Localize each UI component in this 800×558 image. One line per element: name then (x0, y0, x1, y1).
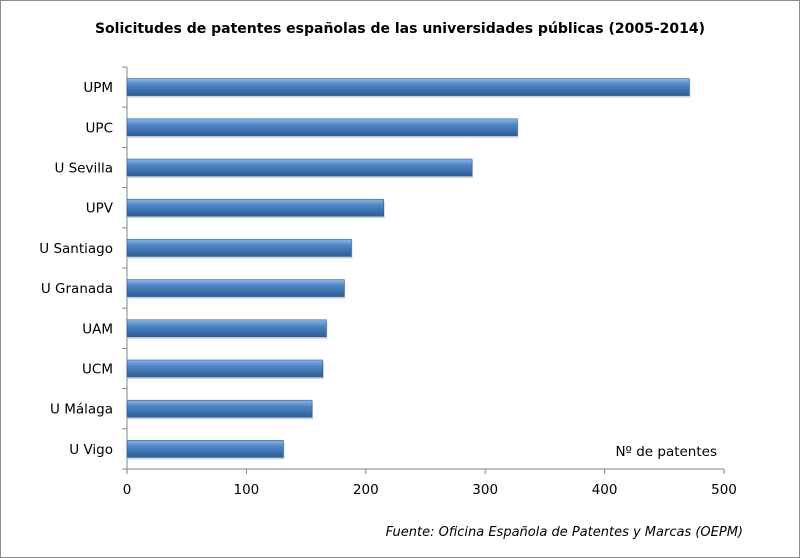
x-tick-label: 500 (711, 482, 737, 498)
source-note: Fuente: Oficina Española de Patentes y M… (386, 525, 743, 540)
category-label: U Sevilla (54, 161, 113, 177)
x-tick-label: 200 (353, 482, 379, 498)
bar-u-málaga (127, 400, 312, 417)
bar-u-vigo (127, 440, 283, 457)
x-tick-label: 0 (123, 482, 132, 498)
category-label: U Santiago (39, 241, 113, 257)
bar-upm (127, 79, 689, 96)
category-label: U Vigo (69, 442, 113, 458)
x-axis-label: Nº de patentes (615, 444, 717, 460)
x-tick-label: 100 (234, 482, 260, 498)
bar-u-sevilla (127, 159, 472, 176)
bar-upv (127, 199, 384, 216)
bar-uam (127, 320, 326, 337)
category-label: UCM (82, 362, 113, 378)
x-tick-label: 300 (472, 482, 498, 498)
bar-upc (127, 119, 517, 136)
category-label: UAM (82, 321, 113, 337)
bar-u-santiago (127, 239, 351, 256)
bar-u-granada (127, 280, 344, 297)
chart-container: Solicitudes de patentes españolas de las… (0, 0, 800, 558)
category-label: U Granada (41, 281, 113, 297)
x-tick-label: 400 (592, 482, 618, 498)
bar-chart: 0 100 200 300 400 500 UPM UPC U Sevilla UPV U Sant… (1, 1, 799, 557)
category-label: UPC (86, 120, 113, 136)
category-label: UPM (83, 80, 113, 96)
category-label: U Málaga (50, 402, 113, 418)
bar-ucm (127, 360, 323, 377)
category-label: UPV (86, 201, 114, 217)
